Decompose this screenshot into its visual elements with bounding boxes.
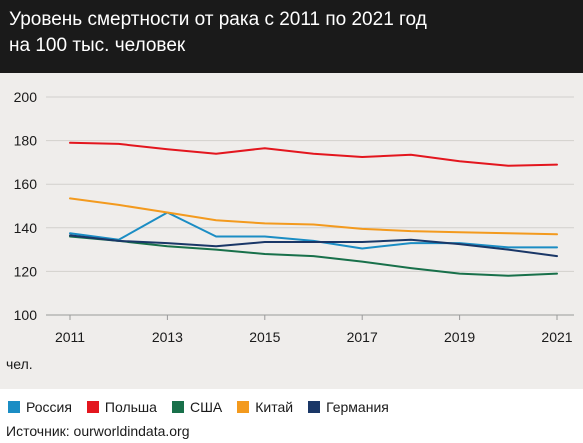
- y-tick-label: 180: [14, 133, 38, 149]
- chart-header: Уровень смертности от рака с 2011 по 202…: [0, 0, 583, 73]
- series-line: [69, 211, 558, 250]
- y-tick-label: 100: [14, 307, 38, 323]
- series-lines: [69, 141, 558, 277]
- x-tick-label: 2017: [347, 329, 378, 345]
- chart-title: Уровень смертности от рака с 2011 по 202…: [9, 9, 427, 30]
- legend-label: Китай: [255, 399, 294, 415]
- x-tick-label: 2015: [249, 329, 280, 345]
- y-axis-unit: чел.: [6, 356, 33, 372]
- series-line: [69, 234, 558, 258]
- series-line: [69, 235, 558, 277]
- y-tick-label: 200: [14, 89, 38, 105]
- source-note: Источник: ourworldindata.org: [6, 423, 190, 439]
- y-tick-labels: 100 120 140 160 180 200: [14, 89, 38, 323]
- legend-label: Польша: [104, 399, 157, 415]
- x-tick-label: 2021: [541, 329, 572, 345]
- legend-swatch: [237, 401, 250, 413]
- chart-panel: [0, 73, 583, 389]
- y-tick-label: 120: [14, 263, 38, 279]
- legend-label: США: [189, 399, 223, 415]
- grid-lines: [46, 96, 574, 320]
- x-tick-labels: 2011 2013 2015 2017 2019 2021: [55, 329, 573, 345]
- legend: Россия Польша США Китай Германия: [0, 396, 404, 418]
- legend-swatch: [86, 401, 99, 413]
- y-tick-label: 140: [14, 220, 38, 236]
- legend-item: Россия: [8, 399, 72, 415]
- legend-swatch: [308, 401, 321, 413]
- series-line: [69, 141, 558, 167]
- x-tick-label: 2019: [444, 329, 475, 345]
- legend-item: Польша: [86, 399, 157, 415]
- legend-item: США: [171, 399, 223, 415]
- legend-swatch: [171, 401, 184, 413]
- legend-item: Германия: [308, 399, 389, 415]
- legend-swatch: [8, 401, 20, 413]
- x-tick-label: 2011: [55, 329, 85, 345]
- chart-subtitle: на 100 тыс. человек: [9, 35, 186, 56]
- y-tick-label: 160: [14, 176, 38, 192]
- chart-title-block: Уровень смертности от рака с 2011 по 202…: [9, 7, 569, 59]
- x-tick-label: 2013: [152, 329, 183, 345]
- series-line: [69, 197, 558, 236]
- legend-label: Германия: [326, 399, 389, 415]
- legend-label: Россия: [26, 399, 72, 415]
- legend-item: Китай: [237, 399, 293, 415]
